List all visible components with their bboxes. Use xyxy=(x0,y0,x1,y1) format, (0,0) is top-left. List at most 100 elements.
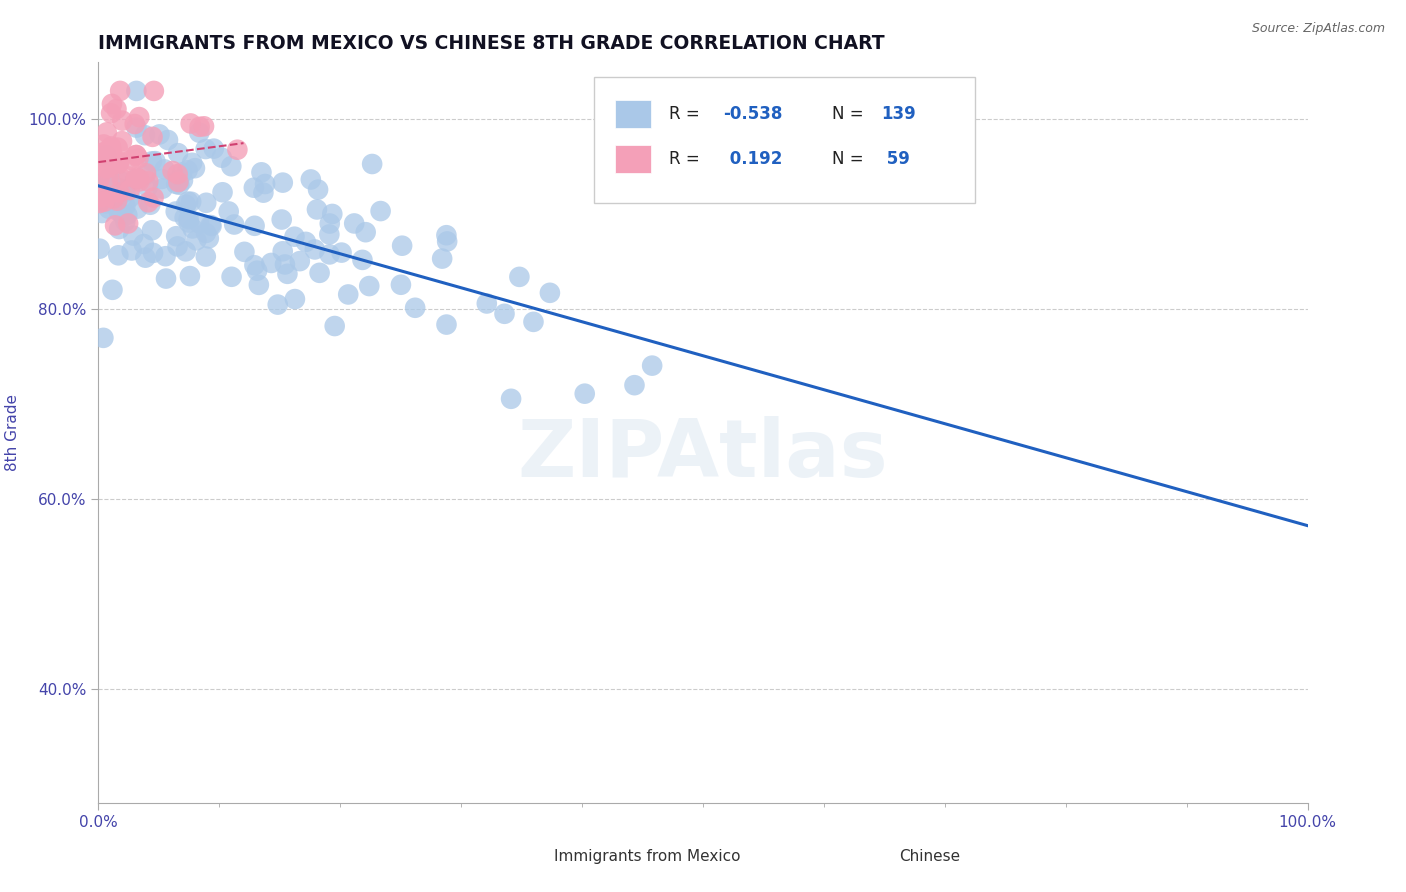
Point xyxy=(125,148,148,162)
Point xyxy=(104,219,127,233)
Point xyxy=(117,217,139,231)
Point xyxy=(243,180,266,194)
Point xyxy=(125,120,148,135)
Point xyxy=(343,217,366,231)
Point xyxy=(283,229,305,244)
Point xyxy=(101,283,124,297)
Point xyxy=(136,180,159,194)
Point xyxy=(89,178,111,193)
Point xyxy=(193,120,215,134)
Point xyxy=(224,218,246,232)
Point xyxy=(169,178,191,192)
Point xyxy=(177,215,200,229)
Point xyxy=(167,172,190,186)
Point xyxy=(93,331,115,345)
Point xyxy=(121,244,143,258)
Point xyxy=(354,225,377,239)
Point xyxy=(318,247,340,261)
Point xyxy=(260,256,283,270)
Point xyxy=(167,146,190,161)
Point xyxy=(142,246,165,260)
Point xyxy=(180,194,202,209)
Point xyxy=(107,155,129,169)
Point xyxy=(93,194,115,209)
Point xyxy=(97,170,120,185)
Point xyxy=(323,319,346,334)
Point xyxy=(148,128,170,142)
Point xyxy=(108,181,131,195)
Point xyxy=(100,139,122,153)
Point xyxy=(299,172,322,186)
Point xyxy=(97,202,120,216)
Point xyxy=(91,190,114,204)
Point xyxy=(128,174,150,188)
Point xyxy=(623,378,645,392)
Point xyxy=(270,212,292,227)
Point xyxy=(243,258,266,272)
Point xyxy=(221,269,243,284)
Point xyxy=(142,84,165,98)
Point xyxy=(391,238,413,252)
Point xyxy=(105,194,128,208)
Point xyxy=(101,96,124,111)
Point xyxy=(271,176,294,190)
Point xyxy=(110,206,132,220)
Point xyxy=(233,244,256,259)
Point xyxy=(274,257,297,271)
Point xyxy=(370,204,392,219)
Point xyxy=(305,202,328,217)
Point xyxy=(186,233,208,247)
Point xyxy=(162,164,184,178)
Point xyxy=(118,183,141,197)
Point xyxy=(120,190,142,204)
Point xyxy=(111,134,134,148)
Point xyxy=(134,168,156,182)
Point xyxy=(321,207,343,221)
Point xyxy=(96,147,118,161)
Point xyxy=(122,228,145,243)
Point xyxy=(97,145,120,159)
Bar xyxy=(614,145,651,173)
Point xyxy=(90,146,112,161)
Point xyxy=(501,392,523,406)
Point xyxy=(202,142,225,156)
Point xyxy=(132,237,155,252)
Point xyxy=(179,269,201,284)
Point xyxy=(93,188,115,202)
Text: 59: 59 xyxy=(880,150,910,168)
Point xyxy=(107,157,129,171)
Point xyxy=(172,165,194,179)
Point xyxy=(100,106,122,120)
Point xyxy=(308,266,330,280)
Point xyxy=(89,196,111,211)
Point xyxy=(150,172,173,186)
Point xyxy=(284,292,307,306)
Point xyxy=(141,154,163,169)
Point xyxy=(304,243,326,257)
Point xyxy=(165,204,187,219)
Point xyxy=(211,151,233,165)
Point xyxy=(114,199,136,213)
Point xyxy=(188,216,211,230)
Point xyxy=(181,221,204,235)
Point xyxy=(166,239,188,253)
Text: Source: ZipAtlas.com: Source: ZipAtlas.com xyxy=(1251,22,1385,36)
Point xyxy=(97,143,120,157)
Point xyxy=(188,120,211,134)
Point xyxy=(141,129,163,144)
Point xyxy=(198,231,221,245)
Text: ZIPAtlas: ZIPAtlas xyxy=(517,416,889,494)
Point xyxy=(136,195,159,210)
Point xyxy=(96,148,118,162)
Point xyxy=(118,169,141,184)
Point xyxy=(200,218,222,232)
Point xyxy=(494,307,516,321)
Point xyxy=(153,162,176,177)
Point xyxy=(352,252,374,267)
Point xyxy=(111,171,134,186)
Point xyxy=(142,190,165,204)
Point xyxy=(172,173,194,187)
Point xyxy=(128,171,150,186)
Point xyxy=(221,159,243,173)
Point xyxy=(538,285,561,300)
